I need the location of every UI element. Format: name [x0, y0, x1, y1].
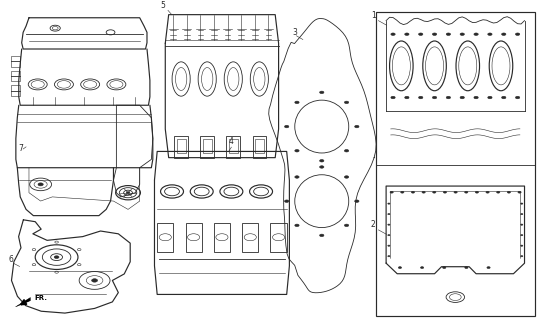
Bar: [11, 71, 20, 81]
Circle shape: [488, 33, 492, 36]
Circle shape: [419, 33, 423, 36]
Bar: [157, 223, 173, 252]
Circle shape: [520, 224, 523, 225]
Text: 1: 1: [371, 11, 375, 20]
Circle shape: [460, 33, 464, 36]
Circle shape: [126, 192, 130, 194]
Circle shape: [388, 235, 390, 236]
Circle shape: [507, 191, 511, 193]
Circle shape: [516, 96, 520, 99]
Circle shape: [420, 267, 424, 268]
Circle shape: [38, 183, 43, 186]
Circle shape: [320, 159, 324, 162]
Circle shape: [488, 96, 492, 99]
Circle shape: [388, 245, 390, 246]
Circle shape: [476, 191, 479, 193]
Circle shape: [345, 224, 349, 227]
Circle shape: [474, 96, 478, 99]
Circle shape: [446, 96, 451, 99]
Circle shape: [487, 267, 490, 268]
Circle shape: [443, 191, 446, 193]
Circle shape: [345, 149, 349, 152]
Circle shape: [295, 176, 299, 178]
Circle shape: [460, 96, 464, 99]
Bar: [375, 12, 535, 316]
Circle shape: [295, 149, 299, 152]
Bar: [229, 139, 238, 153]
Circle shape: [388, 203, 390, 204]
Circle shape: [345, 101, 349, 104]
Bar: [11, 56, 20, 67]
Circle shape: [91, 279, 97, 282]
Circle shape: [398, 267, 401, 268]
Circle shape: [401, 191, 404, 193]
Circle shape: [518, 191, 521, 193]
Circle shape: [516, 33, 520, 36]
Circle shape: [295, 224, 299, 227]
Circle shape: [446, 33, 451, 36]
Circle shape: [432, 96, 437, 99]
Polygon shape: [16, 298, 30, 307]
Circle shape: [405, 33, 409, 36]
Bar: [227, 136, 240, 158]
Circle shape: [345, 176, 349, 178]
Text: FR.: FR.: [35, 295, 48, 301]
Circle shape: [465, 191, 468, 193]
Circle shape: [295, 101, 299, 104]
Circle shape: [320, 166, 324, 168]
Circle shape: [355, 200, 359, 203]
Bar: [186, 223, 202, 252]
Circle shape: [419, 96, 423, 99]
Circle shape: [405, 96, 409, 99]
Bar: [214, 223, 230, 252]
Circle shape: [520, 203, 523, 204]
Bar: [203, 139, 212, 153]
Circle shape: [320, 234, 324, 236]
Text: 2: 2: [371, 220, 375, 229]
Bar: [176, 139, 186, 153]
Circle shape: [411, 191, 414, 193]
Circle shape: [520, 245, 523, 246]
Circle shape: [520, 256, 523, 257]
Circle shape: [391, 96, 395, 99]
Text: 5: 5: [160, 1, 165, 10]
Circle shape: [388, 256, 390, 257]
Circle shape: [432, 33, 437, 36]
Circle shape: [502, 96, 506, 99]
Circle shape: [54, 256, 59, 259]
Circle shape: [422, 191, 425, 193]
Circle shape: [486, 191, 489, 193]
Circle shape: [285, 125, 289, 128]
Circle shape: [285, 200, 289, 203]
Bar: [253, 136, 266, 158]
Circle shape: [454, 191, 457, 193]
Circle shape: [497, 191, 500, 193]
Bar: [242, 223, 259, 252]
Bar: [11, 85, 20, 96]
Circle shape: [390, 191, 393, 193]
Bar: [174, 136, 188, 158]
Circle shape: [391, 33, 395, 36]
Bar: [255, 139, 264, 153]
Bar: [200, 136, 214, 158]
Text: 4: 4: [229, 137, 234, 146]
Circle shape: [443, 267, 446, 268]
Circle shape: [520, 235, 523, 236]
Circle shape: [355, 125, 359, 128]
Text: 6: 6: [9, 255, 14, 264]
Circle shape: [502, 33, 506, 36]
Text: 7: 7: [19, 144, 24, 154]
Circle shape: [388, 224, 390, 225]
Circle shape: [320, 91, 324, 94]
Circle shape: [520, 213, 523, 215]
Circle shape: [465, 267, 468, 268]
Text: 3: 3: [292, 28, 297, 37]
Bar: [270, 223, 287, 252]
Circle shape: [474, 33, 478, 36]
Circle shape: [388, 213, 390, 215]
Circle shape: [433, 191, 436, 193]
